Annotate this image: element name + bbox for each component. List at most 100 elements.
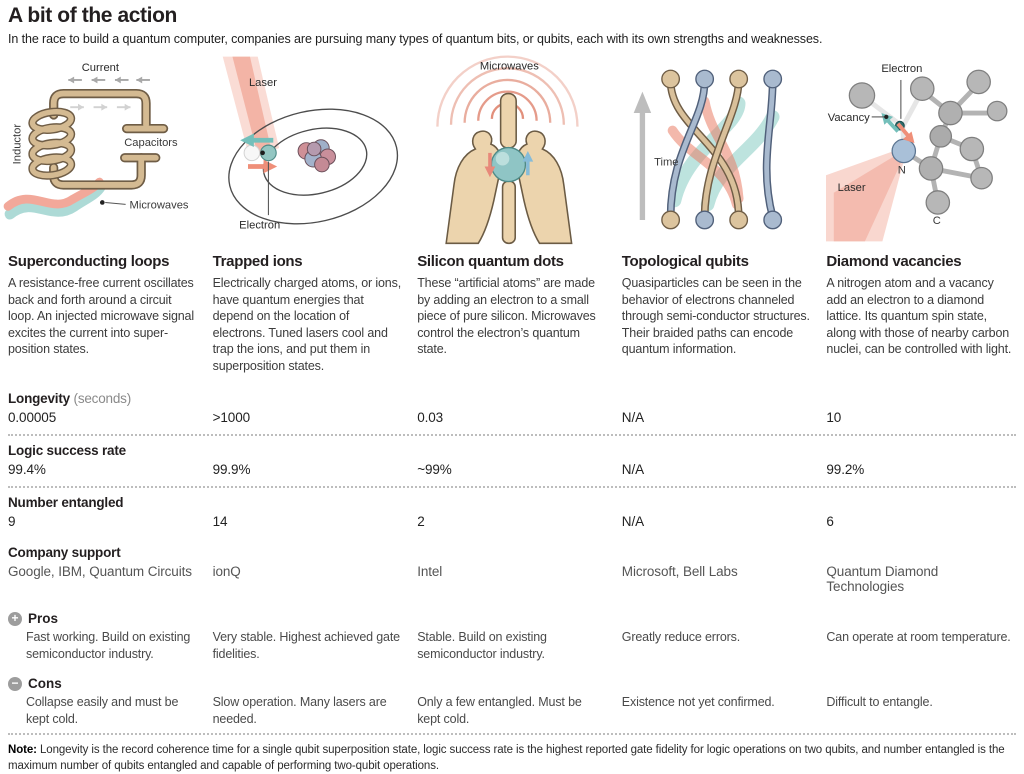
entangled-values-row: 9 14 2 N/A 6 bbox=[8, 514, 1016, 538]
longevity-value-silicon-quantum-dots: 0.03 bbox=[417, 410, 444, 426]
laser-label: Laser bbox=[249, 77, 277, 89]
microwaves-label: Microwaves bbox=[130, 199, 189, 211]
nucleus bbox=[297, 139, 336, 173]
column-title-diamond-vacancies: Diamond vacancies bbox=[826, 253, 962, 271]
outer-orbit bbox=[227, 108, 398, 225]
circuit-wire bbox=[50, 90, 167, 188]
illustration-superconducting-loops: Current Inductor Capacitors Microwaves bbox=[3, 54, 198, 244]
pros-label-text: Pros bbox=[28, 611, 59, 627]
bottom-gate-electrode bbox=[501, 180, 517, 245]
push-arrow-salmon bbox=[247, 159, 277, 174]
pros-values-row: Fast working. Build on existing semicond… bbox=[8, 629, 1016, 668]
description-topological-qubits: Quasiparticles can be seen in the behavi… bbox=[621, 276, 810, 357]
illustration-silicon-quantum-dots: Microwaves bbox=[417, 54, 607, 245]
logic-value-silicon-quantum-dots: ~99% bbox=[417, 462, 452, 478]
company-value-diamond-vacancies: Quantum Diamond Technologies bbox=[826, 564, 939, 595]
logic-success-rate-section: Logic success rate 99.4% 99.9% ~99% N/A … bbox=[8, 443, 1016, 486]
right-electrode bbox=[516, 130, 573, 245]
spin-arrow-down bbox=[484, 152, 496, 178]
braid-strands bbox=[666, 77, 777, 222]
longevity-values-row: 0.00005 >1000 0.03 N/A 10 bbox=[8, 410, 1016, 434]
strand-endpoints bbox=[660, 69, 782, 230]
minus-icon: − bbox=[8, 676, 22, 691]
laser-beam bbox=[826, 146, 909, 242]
nitrogen-label: N bbox=[898, 164, 906, 176]
cons-label-text: Cons bbox=[28, 676, 62, 692]
entangled-row-label: Number entangled bbox=[8, 495, 124, 511]
plus-icon: + bbox=[8, 611, 22, 626]
cons-value-topological-qubits: Existence not yet confirmed. bbox=[621, 695, 775, 710]
descriptions-row: A resistance-free current oscillates bac… bbox=[8, 270, 1016, 384]
push-arrow-teal bbox=[239, 133, 273, 148]
illustration-trapped-ions: Laser Electron bbox=[213, 54, 403, 244]
pros-value-silicon-quantum-dots: Stable. Build on existing semiconductor … bbox=[417, 630, 547, 661]
pros-value-superconducting-loops: Fast working. Build on existing semicond… bbox=[26, 630, 191, 661]
footnote-label: Note: bbox=[8, 744, 37, 757]
capacitors-label: Capacitors bbox=[124, 137, 178, 149]
entangled-value-diamond-vacancies: 6 bbox=[826, 514, 834, 530]
logic-value-superconducting-loops: 99.4% bbox=[8, 462, 46, 478]
pros-value-topological-qubits: Greatly reduce errors. bbox=[621, 630, 741, 645]
company-value-silicon-quantum-dots: Intel bbox=[417, 564, 443, 580]
illustrations-row: Current Inductor Capacitors Microwaves bbox=[3, 54, 1016, 245]
inductor-coil bbox=[28, 107, 76, 180]
logic-value-topological-qubits: N/A bbox=[621, 462, 645, 478]
company-support-section: Company support Google, IBM, Quantum Cir… bbox=[8, 545, 1016, 603]
inductor-label: Inductor bbox=[12, 124, 24, 165]
entangled-value-superconducting-loops: 9 bbox=[8, 514, 16, 530]
cons-values-row: Collapse easily and must be kept cold. S… bbox=[8, 694, 1016, 733]
entangled-value-silicon-quantum-dots: 2 bbox=[417, 514, 425, 530]
company-value-topological-qubits: Microsoft, Bell Labs bbox=[621, 564, 738, 580]
page-subtitle: In the race to build a quantum computer,… bbox=[8, 32, 823, 47]
description-silicon-quantum-dots: These “artificial atoms” are made by add… bbox=[417, 276, 596, 357]
current-label: Current bbox=[82, 62, 120, 74]
pros-value-diamond-vacancies: Can operate at room temperature. bbox=[826, 630, 1011, 645]
carbon-label: C bbox=[933, 215, 941, 227]
electron-dot bbox=[259, 150, 265, 156]
spin-arrow-teal bbox=[881, 113, 900, 133]
entangled-value-trapped-ions: 14 bbox=[212, 514, 228, 530]
logic-value-diamond-vacancies: 99.2% bbox=[826, 462, 865, 478]
quantum-dot-sphere bbox=[490, 146, 527, 183]
company-row-label: Company support bbox=[8, 545, 121, 561]
longevity-label-text: Longevity bbox=[8, 391, 70, 407]
longevity-unit-text: (seconds) bbox=[73, 391, 132, 407]
electron-label: Electron bbox=[882, 63, 923, 75]
time-label: Time bbox=[654, 157, 678, 169]
vacancy-leader bbox=[872, 114, 889, 120]
spin-arrow-up bbox=[522, 151, 534, 176]
logic-row-label: Logic success rate bbox=[8, 443, 126, 459]
cons-value-trapped-ions: Slow operation. Many lasers are needed. bbox=[212, 695, 387, 726]
current-arrows-outer bbox=[68, 76, 150, 84]
laser-beam-inner bbox=[232, 56, 271, 155]
microwaves-leader-dot bbox=[99, 200, 105, 205]
logic-value-trapped-ions: 99.9% bbox=[212, 462, 251, 478]
description-diamond-vacancies: A nitrogen atom and a vacancy add an ele… bbox=[826, 276, 1012, 357]
longevity-row-label: Longevity (seconds) bbox=[8, 391, 1016, 406]
company-value-superconducting-loops: Google, IBM, Quantum Circuits bbox=[8, 564, 192, 580]
dotted-divider bbox=[8, 486, 1016, 489]
column-names-row: Superconducting loops Trapped ions Silic… bbox=[8, 244, 1016, 270]
pros-value-trapped-ions: Very stable. Highest achieved gate fidel… bbox=[212, 630, 401, 661]
longevity-value-topological-qubits: N/A bbox=[621, 410, 645, 426]
cons-value-diamond-vacancies: Difficult to entangle. bbox=[826, 695, 933, 710]
page-title: A bit of the action bbox=[8, 4, 177, 27]
footnote: Note: Longevity is the record coherence … bbox=[8, 742, 1010, 774]
microwaves-leader-line bbox=[105, 202, 126, 205]
time-arrow bbox=[633, 91, 651, 221]
column-title-superconducting-loops: Superconducting loops bbox=[8, 253, 170, 271]
vacancy-label: Vacancy bbox=[828, 112, 870, 124]
illustration-topological-qubits: Time bbox=[622, 54, 812, 244]
longevity-value-superconducting-loops: 0.00005 bbox=[8, 410, 57, 426]
cons-section: − Cons Collapse easily and must be kept … bbox=[8, 676, 1016, 733]
inner-orbit bbox=[262, 127, 368, 196]
entangled-value-topological-qubits: N/A bbox=[621, 514, 645, 530]
left-electrode bbox=[445, 130, 503, 245]
laser-beam-core bbox=[834, 148, 909, 242]
cons-value-superconducting-loops: Collapse easily and must be kept cold. bbox=[26, 695, 179, 726]
microwave-ribbon-teal bbox=[4, 181, 106, 220]
company-value-trapped-ions: ionQ bbox=[212, 564, 241, 580]
cons-value-silicon-quantum-dots: Only a few entangled. Must be kept cold. bbox=[417, 695, 582, 726]
diamond-lattice-diagram: Electron Vacancy Laser N C bbox=[826, 63, 1008, 242]
electron-ghost bbox=[243, 144, 260, 162]
